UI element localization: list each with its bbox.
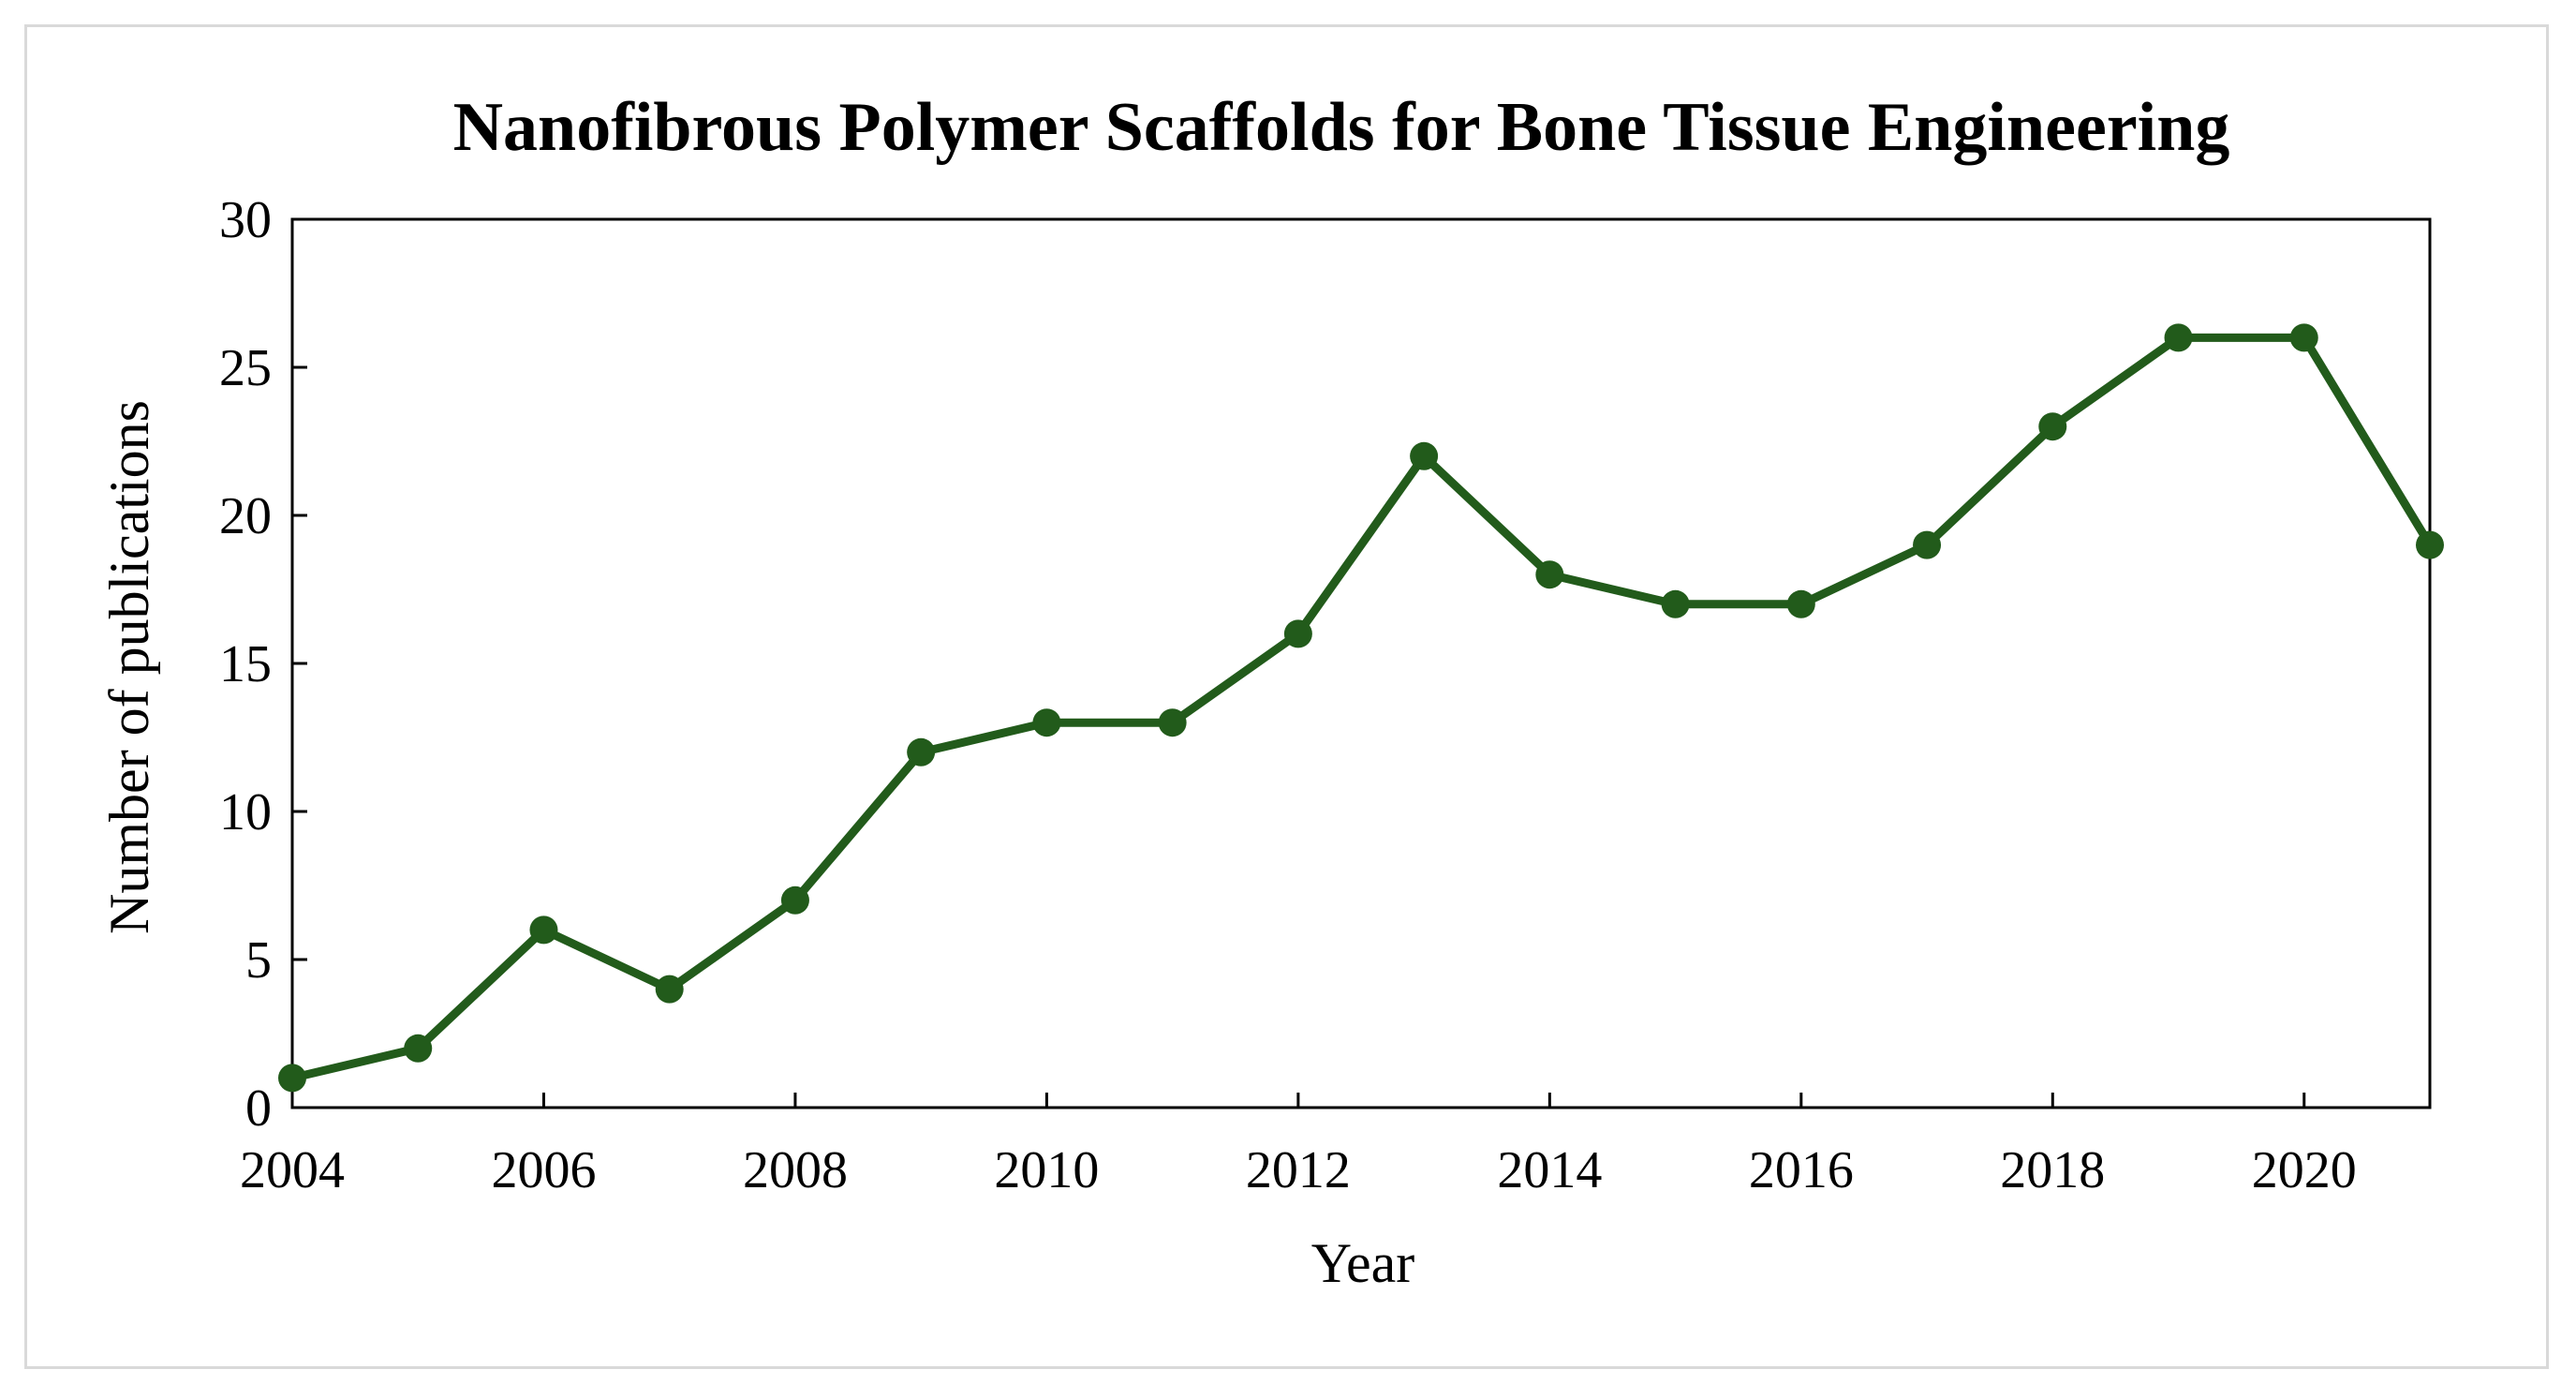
series-points (278, 323, 2444, 1093)
x-axis-label: Year (1311, 1232, 1415, 1294)
data-point-2017 (1913, 530, 1942, 559)
data-point-2012 (1283, 619, 1312, 648)
y-tick-label: 30 (219, 191, 272, 249)
x-tick-label: 2006 (491, 1141, 596, 1199)
x-tick-label: 2008 (743, 1141, 848, 1199)
y-tick-label: 15 (219, 635, 272, 693)
data-point-2008 (780, 886, 809, 915)
data-point-2015 (1661, 589, 1690, 618)
plot-area-border (290, 217, 2432, 1109)
y-tick-label: 10 (219, 783, 272, 841)
data-point-2019 (2164, 323, 2193, 352)
data-point-2004 (278, 1064, 306, 1093)
data-point-2013 (1410, 441, 1439, 470)
y-tick-label: 5 (245, 931, 272, 990)
data-point-2021 (2416, 530, 2444, 559)
data-point-2007 (655, 975, 684, 1004)
x-tick-label: 2012 (1246, 1141, 1351, 1199)
data-point-2018 (2038, 412, 2067, 441)
data-point-2010 (1032, 708, 1061, 737)
data-point-2016 (1786, 589, 1815, 618)
x-tick-label: 2004 (240, 1141, 345, 1199)
x-tick-label: 2010 (994, 1141, 1099, 1199)
chart-title: Nanofibrous Polymer Scaffolds for Bone T… (453, 89, 2230, 166)
data-point-2009 (907, 737, 936, 766)
y-tick-label: 25 (219, 339, 272, 397)
series-line (288, 333, 2435, 1082)
y-tick-label: 0 (245, 1079, 272, 1138)
y-axis-label: Number of publications (98, 400, 160, 934)
y-tick-label: 20 (219, 487, 272, 545)
x-tick-label: 2018 (2000, 1141, 2105, 1199)
data-point-2020 (2289, 323, 2318, 352)
x-tick-label: 2016 (1749, 1141, 1854, 1199)
x-tick-label: 2014 (1497, 1141, 1602, 1199)
data-point-2005 (404, 1034, 433, 1063)
x-tick-label: 2020 (2252, 1141, 2357, 1199)
y-axis: 0 5 10 15 20 25 30 (219, 191, 307, 1138)
x-axis: 2004 2006 2008 2010 2012 2014 2016 2018 2020 (240, 1093, 2357, 1199)
data-point-2011 (1158, 708, 1187, 737)
data-point-2014 (1535, 560, 1564, 589)
data-point-2006 (529, 915, 558, 945)
figure-frame (24, 24, 2549, 1369)
